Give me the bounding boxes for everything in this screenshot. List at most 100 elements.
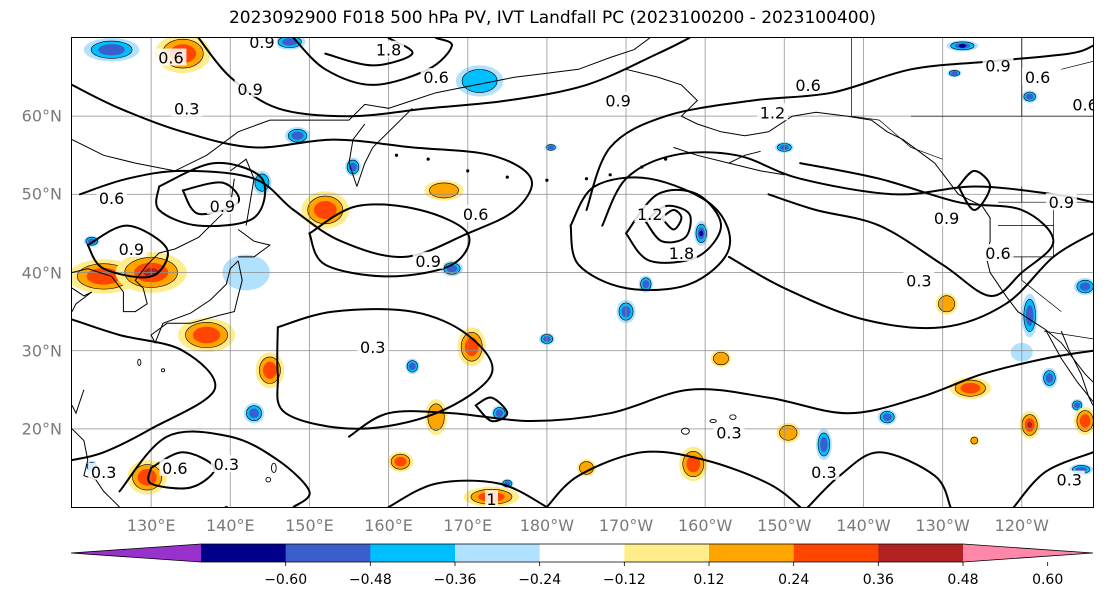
contour-label: 0.3 [906, 271, 931, 290]
contour-label-bg [234, 79, 266, 97]
coastline [150, 260, 243, 344]
aleutian-island [426, 157, 430, 161]
contour-label: 0.9 [415, 252, 440, 271]
contour-label-bg [1045, 193, 1077, 211]
longitude-label: 140°E [205, 516, 255, 535]
colorbar-tick-label: −0.24 [518, 572, 562, 588]
contour-label: 1.2 [760, 103, 785, 122]
contour-label: 0.6 [1025, 68, 1050, 87]
longitude-label: 160°W [677, 516, 733, 535]
island [160, 368, 166, 373]
contour-label: 0.6 [985, 244, 1010, 263]
contour-label: 0.3 [174, 99, 199, 118]
contour-label-bg [931, 208, 963, 226]
ivt-contour-line [569, 176, 731, 291]
contour-label-bg [357, 337, 389, 355]
political-border [1061, 61, 1093, 70]
coastline [72, 178, 235, 313]
contour-label-bg [982, 56, 1014, 74]
colorbar-tick-label: 0.36 [862, 572, 894, 588]
contour-label: 0.3 [91, 463, 116, 482]
coastline [72, 389, 85, 415]
contour-label-bg [171, 99, 203, 117]
ivt-contour-line [474, 396, 509, 423]
contour-label: 0.6 [1072, 95, 1093, 114]
negative-pv-anomaly [1021, 90, 1038, 103]
latitude-label: 60°N [21, 106, 62, 126]
colorbar-segment [370, 544, 456, 562]
contour-label-bg [159, 458, 191, 476]
ivt-contour-line [625, 188, 722, 264]
aleutian-island [584, 177, 589, 181]
contour-label: 0.6 [158, 49, 183, 68]
contour-label: 0.3 [716, 424, 741, 443]
longitude-label: 130°E [126, 516, 176, 535]
ivt-contour-line [601, 151, 1093, 227]
ivt-contour-line [545, 450, 802, 507]
colorbar-tick-label: 0.12 [693, 572, 725, 588]
positive-pv-anomaly [387, 451, 414, 472]
positive-pv-anomaly [301, 191, 350, 229]
colorbar-segment [709, 544, 795, 562]
negative-pv-anomaly [694, 220, 709, 246]
contour-label: 0.9 [934, 209, 959, 228]
coastline [728, 150, 761, 164]
negative-pv-anomaly [544, 143, 558, 152]
contour-label: 0.9 [119, 240, 144, 259]
contour-labels-layer: 0.6 0.9 1.8 0.6 0.9 0.3 0.6 0.9 0.9 0.9 0.6 0.9 1.2 1… [88, 38, 1093, 507]
positive-pv-anomaly [457, 327, 486, 367]
contour-label-bg [115, 240, 147, 258]
negative-pv-anomaly [284, 127, 311, 145]
contour-label: 0.9 [210, 197, 235, 216]
contour-label-bg [484, 490, 498, 507]
aleutian-island [466, 169, 470, 173]
colorbar-segment [201, 544, 287, 562]
coastline [356, 107, 413, 187]
ivt-contour-line [807, 451, 952, 507]
island [137, 358, 142, 366]
colorbar-tick-label: −0.60 [264, 572, 308, 588]
positive-pv-anomaly [710, 349, 732, 368]
colorbar-segment [878, 544, 964, 562]
colorbar-tick-label: 0.48 [947, 572, 979, 588]
contour-label: 1 [486, 490, 496, 507]
coastline [1060, 330, 1093, 406]
contour-label-bg [756, 103, 788, 121]
ivt-contour-line [348, 349, 1093, 438]
negative-pv-anomaly [946, 40, 979, 52]
island [224, 505, 229, 507]
coastline [625, 68, 1093, 383]
contour-label-bg [88, 462, 120, 480]
coastline [348, 123, 366, 187]
coastline [72, 287, 93, 312]
coastline [237, 229, 272, 258]
latitude-label: 50°N [21, 184, 62, 204]
contour-label-bg [420, 68, 452, 86]
contour-label-bg [1053, 470, 1085, 488]
contour-label: 0.3 [214, 455, 239, 474]
map-plot-area[interactable]: 0.6 0.9 1.8 0.6 0.9 0.3 0.6 0.9 0.9 0.9 0.6 0.9 1.2 1… [71, 37, 1094, 508]
positive-pv-anomaly [935, 292, 958, 315]
contour-label-bg [206, 197, 238, 215]
ivt-contour-line [147, 451, 216, 490]
latitude-label: 20°N [21, 419, 62, 439]
colorbar-extend-high [963, 544, 1093, 562]
longitude-label: 150°E [285, 516, 334, 535]
negative-pv-anomaly [83, 38, 140, 62]
aleutian-island [505, 175, 509, 179]
contour-label-bg [96, 189, 128, 207]
negative-pv-anomaly [815, 428, 832, 461]
ivt-contour-line [86, 224, 169, 279]
ivt-contour-line [118, 430, 311, 507]
latitude-label: 30°N [21, 341, 62, 361]
political-border [1021, 256, 1062, 312]
negative-pv-anomaly [405, 358, 420, 375]
contour-label-bg [602, 91, 634, 109]
negative-pv-anomaly [83, 235, 100, 247]
negative-pv-anomaly [947, 69, 962, 78]
longitude-label: 170°W [598, 516, 654, 535]
colorbar-outline [70, 543, 1094, 563]
island [729, 414, 737, 420]
contour-label: 0.9 [605, 92, 630, 111]
positive-pv-anomaly [679, 446, 708, 482]
